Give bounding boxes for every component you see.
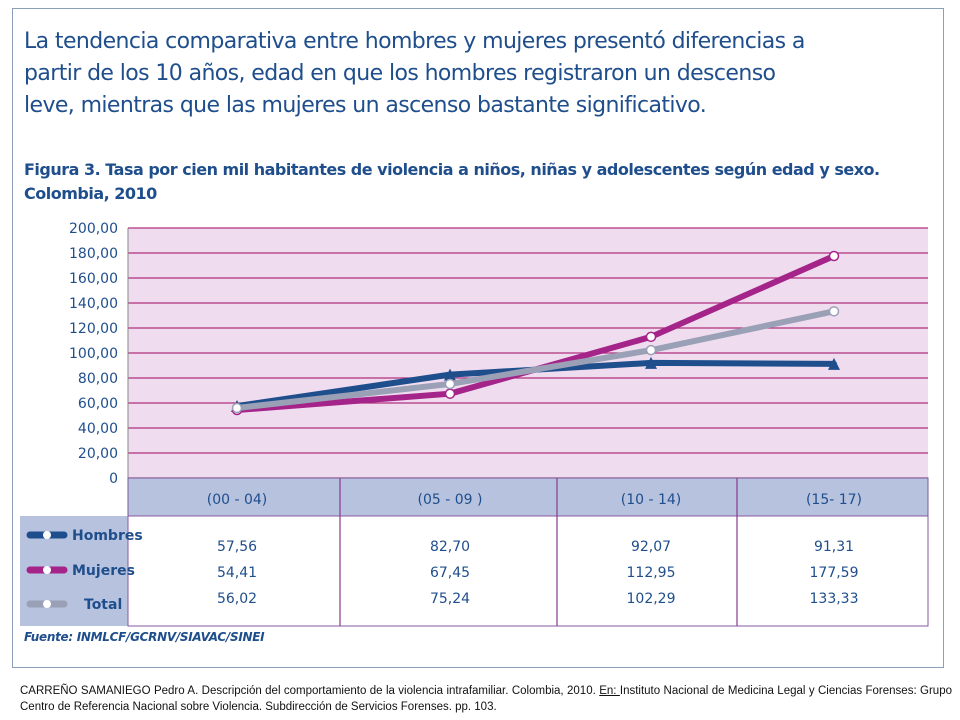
series-line-total: [234, 308, 837, 411]
table-value-total: 75,24: [430, 591, 470, 607]
table-value-total: 56,02: [217, 591, 257, 607]
figure-title-line1: Figura 3. Tasa por cien mil habitantes d…: [24, 160, 880, 179]
table-value-mujeres: 54,41: [217, 565, 257, 581]
data-point-total: [828, 306, 840, 317]
y-tick-label: 20,00: [78, 446, 118, 462]
legend-label-hombres: Hombres: [72, 528, 143, 544]
citation-part2: Instituto Nacional de Medicina Legal y C…: [20, 685, 952, 713]
intro-text: La tendencia comparativa entre hombres y…: [24, 29, 805, 118]
table-value-hombres: 57,56: [217, 539, 257, 555]
table-value-total: 102,29: [627, 591, 676, 607]
category-band: [127, 477, 929, 517]
table-value-hombres: 92,07: [631, 539, 671, 555]
figure-title-line2: Colombia, 2010: [24, 184, 157, 203]
source-note: Fuente: INMLCF/GCRNV/SIAVAC/SINEI: [24, 630, 265, 644]
data-point-total: [444, 378, 456, 390]
legend-label-mujeres: Mujeres: [72, 563, 135, 579]
data-point-mujeres: [828, 250, 840, 262]
y-tick-label: 40,00: [78, 421, 118, 437]
x-category-label: (05 - 09 ): [418, 492, 483, 508]
citation: CARREÑO SAMANIEGO Pedro A. Descripción d…: [20, 683, 952, 715]
data-point-hombres: [645, 356, 657, 369]
y-tick-label: 160,00: [69, 271, 118, 287]
citation-part1: CARREÑO SAMANIEGO Pedro A. Descripción d…: [20, 685, 600, 697]
data-table: [127, 515, 929, 627]
legend-marker-mujeres: [43, 566, 51, 574]
x-category-label: (10 - 14): [621, 492, 682, 508]
legend-label-total: Total: [84, 597, 122, 613]
table-value-mujeres: 177,59: [810, 565, 859, 581]
table-value-hombres: 91,31: [814, 539, 854, 555]
y-tick-label: 140,00: [69, 296, 118, 312]
data-point-total: [231, 402, 243, 414]
y-tick-label: 120,00: [69, 321, 118, 337]
x-category-label: (00 - 04): [207, 492, 268, 508]
data-point-mujeres: [444, 388, 456, 399]
y-tick-label: 80,00: [78, 371, 118, 387]
data-point-mujeres: [645, 331, 657, 343]
y-tick-label: 60,00: [78, 396, 118, 412]
table-value-hombres: 82,70: [430, 539, 470, 555]
y-tick-label: 180,00: [69, 246, 118, 262]
y-tick-label: 100,00: [69, 346, 118, 362]
table-value-mujeres: 67,45: [430, 565, 470, 581]
data-point-hombres: [444, 368, 456, 381]
table-value-total: 133,33: [810, 591, 859, 607]
table-value-mujeres: 112,95: [627, 565, 676, 581]
x-category-label: (15- 17): [806, 492, 862, 508]
legend-marker-total: [43, 600, 51, 608]
y-tick-label: 200,00: [69, 221, 118, 237]
data-point-total: [645, 344, 657, 356]
figure-title: Figura 3. Tasa por cien mil habitantes d…: [24, 158, 924, 206]
data-point-hombres: [828, 357, 840, 370]
legend-marker-hombres: [43, 531, 51, 539]
y-tick-label: 0: [109, 471, 118, 487]
citation-underlined: En:: [599, 685, 620, 697]
